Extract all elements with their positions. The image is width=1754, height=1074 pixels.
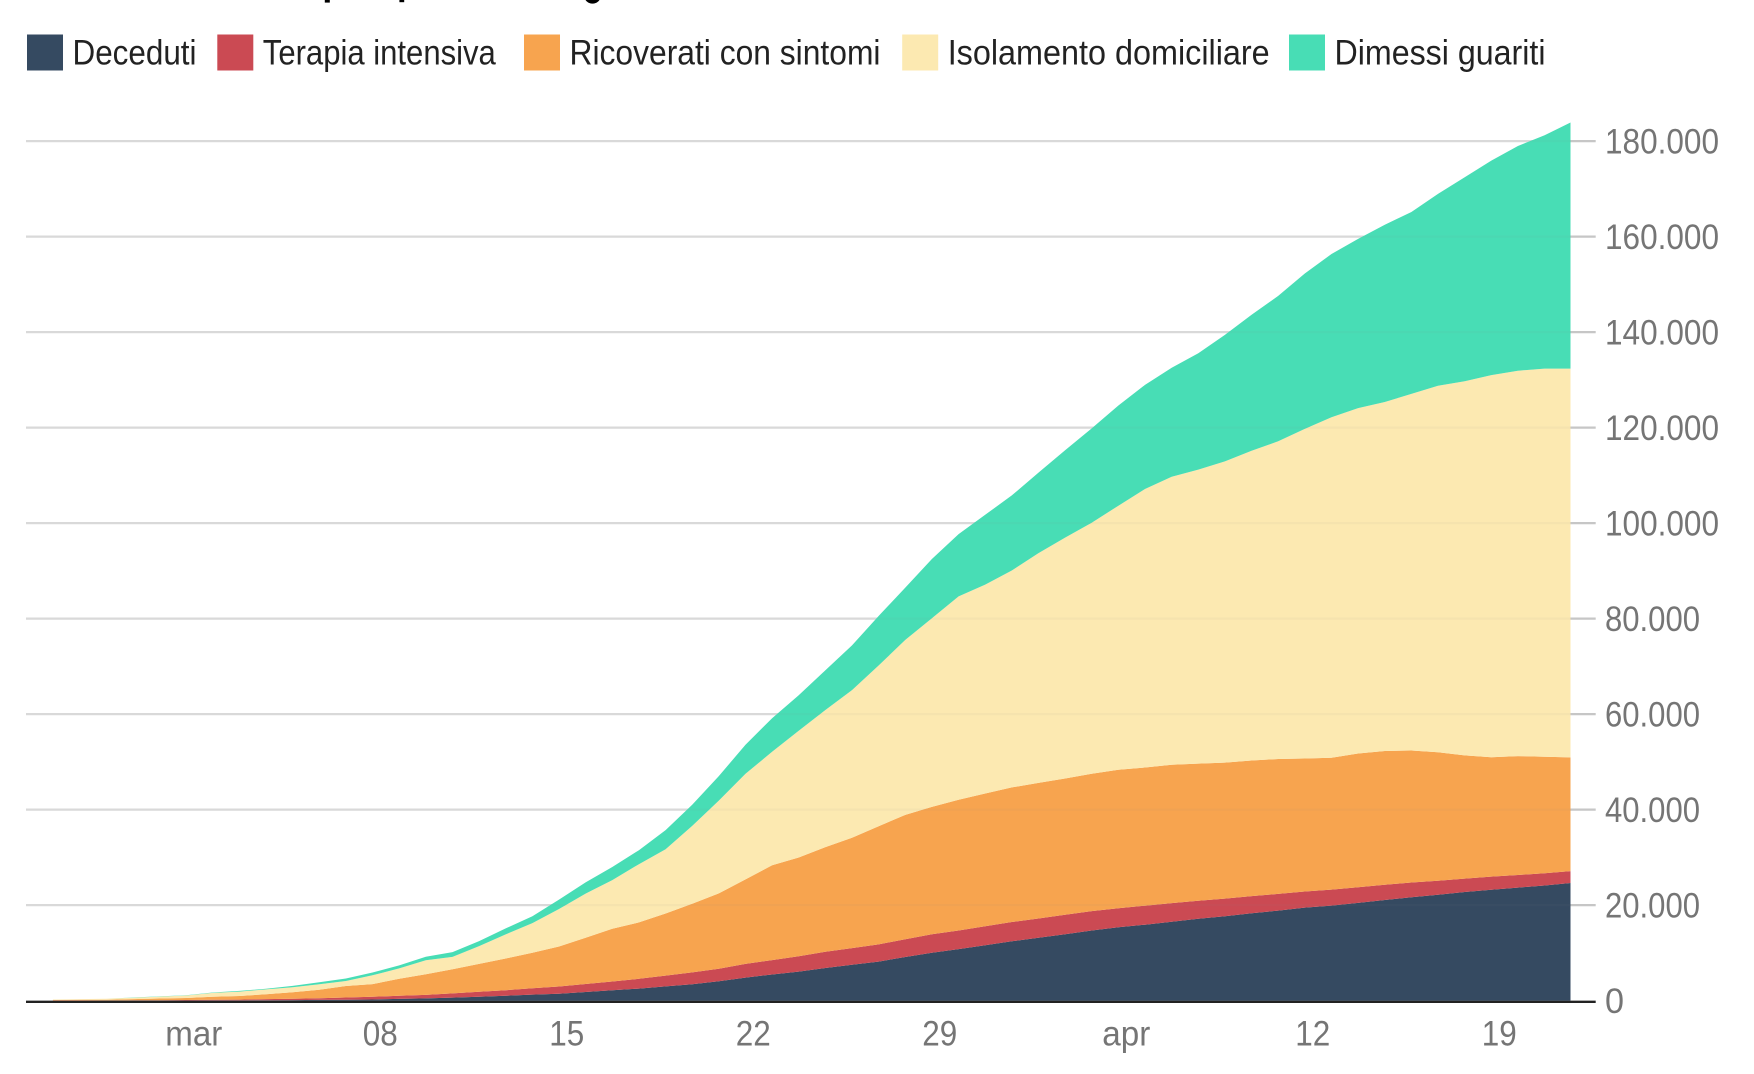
svg-text:12: 12: [1295, 1015, 1330, 1054]
svg-text:29: 29: [922, 1015, 957, 1054]
svg-text:0: 0: [1605, 982, 1624, 1021]
svg-text:20.000: 20.000: [1605, 887, 1700, 926]
svg-text:Terapia intensiva: Terapia intensiva: [263, 34, 496, 73]
svg-text:22: 22: [736, 1015, 771, 1054]
svg-text:40.000: 40.000: [1605, 791, 1700, 830]
svg-text:Ricoverati con sintomi: Ricoverati con sintomi: [570, 34, 881, 73]
svg-text:100.000: 100.000: [1605, 505, 1719, 544]
svg-text:160.000: 160.000: [1605, 218, 1719, 257]
svg-text:80.000: 80.000: [1605, 600, 1700, 639]
svg-text:mar: mar: [165, 1015, 222, 1054]
svg-text:180.000: 180.000: [1605, 123, 1719, 162]
svg-text:120.000: 120.000: [1605, 409, 1719, 448]
svg-text:15: 15: [549, 1015, 584, 1054]
svg-text:Deceduti: Deceduti: [73, 34, 197, 73]
svg-text:19: 19: [1482, 1015, 1517, 1054]
svg-text:apr: apr: [1102, 1015, 1150, 1054]
svg-text:60.000: 60.000: [1605, 696, 1700, 735]
svg-text:08: 08: [363, 1015, 398, 1054]
svg-text:Dimessi guariti: Dimessi guariti: [1335, 34, 1546, 73]
svg-text:140.000: 140.000: [1605, 314, 1719, 353]
svg-text:Isolamento domiciliare: Isolamento domiciliare: [948, 34, 1270, 73]
